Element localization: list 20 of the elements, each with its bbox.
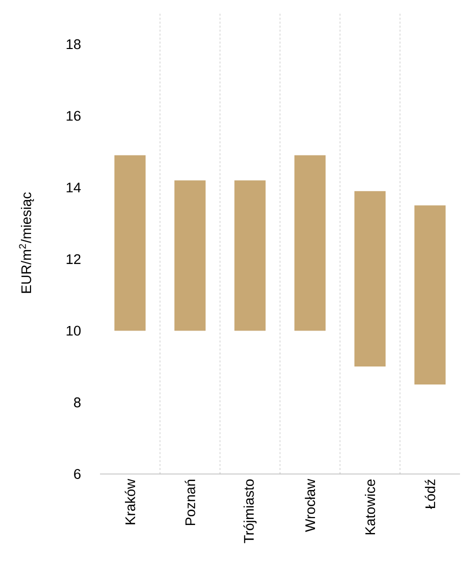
bar <box>174 180 206 331</box>
y-tick-label: 10 <box>66 326 81 336</box>
x-tick-label: Trójmiasto <box>243 479 257 544</box>
y-tick-label: 16 <box>66 110 81 121</box>
bar <box>234 180 266 331</box>
y-tick-label: 6 <box>74 469 81 479</box>
x-tick-label: Wrocław <box>304 478 316 532</box>
y-tick-label: 18 <box>66 39 81 50</box>
x-tick-label: Katowice <box>364 479 376 534</box>
bar <box>414 205 446 384</box>
x-tick-label: Poznań <box>184 480 196 526</box>
y-tick-label: 8 <box>74 397 81 408</box>
x-tick-label: Kraków <box>124 478 136 524</box>
y-axis-title: EUR/m$^{2}$/miesiąc <box>19 192 34 293</box>
x-tick-label: Łódź <box>424 480 436 509</box>
bar <box>114 155 146 331</box>
bar <box>354 191 386 367</box>
bar <box>294 155 326 331</box>
y-tick-label: 14 <box>66 182 81 192</box>
y-tick-label: 12 <box>66 254 80 264</box>
